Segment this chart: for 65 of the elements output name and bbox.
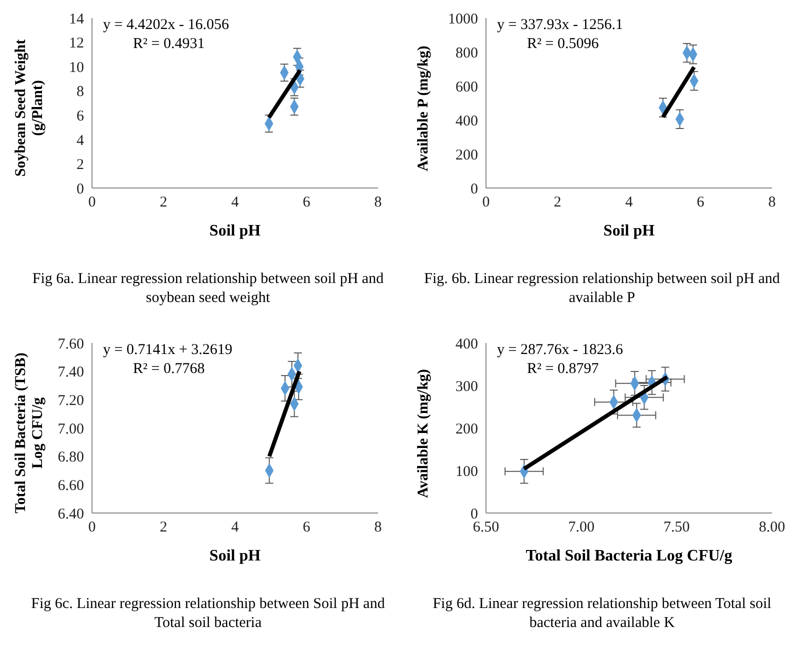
y-tick-label: 7.40 [58,364,84,381]
x-tick-label: 0 [88,520,96,536]
y-tick-label: 0 [76,181,84,198]
x-tick-label: 8 [374,194,382,211]
y-axis-title: Soybean Seed Weight (g/Plant) [13,38,47,179]
x-tick-label: 4 [231,520,240,536]
y-tick-label: 0 [470,181,478,198]
x-tick-label: 8 [768,194,776,211]
y-tick-label: 14 [69,11,84,28]
y-tick-label: 1000 [448,11,478,28]
y-tick-label: 6.80 [58,450,84,466]
x-tick-label: 6 [696,194,705,211]
y-tick-label: 800 [456,45,478,62]
y-tick-label: 7.20 [58,392,84,409]
y-tick-label: 2 [76,157,84,174]
annotation: y = 4.4202x - 16.056 [103,16,229,35]
x-tick-label: 2 [160,520,168,536]
x-tick-label: 0 [88,194,96,211]
y-tick-label: 100 [456,464,478,480]
x-tick-label: 0 [482,194,490,211]
x-tick-label: 4 [625,194,634,211]
y-tick-label: 7.00 [58,421,84,438]
y-tick-label: 400 [456,113,478,130]
y-tick-label: 6.40 [58,506,84,522]
y-tick-label: 12 [69,36,84,52]
y-axis-title: Available K (mg/kg) [416,368,432,500]
annotation: R² = 0.8797 [526,360,600,379]
x-axis-title: Total Soil Bacteria Log CFU/g [526,547,732,564]
y-tick-label: 7.60 [58,336,84,352]
y-tick-label: 6 [76,108,84,124]
annotation: R² = 0.5096 [526,35,600,54]
y-tick-label: 200 [456,147,478,164]
y-axis-title: Available P (mg/kg) [416,44,432,174]
x-tick-label: 8 [374,520,382,536]
x-axis-title: Soil pH [603,222,656,240]
y-tick-label: 300 [456,378,478,395]
y-tick-label: 4 [76,132,84,149]
y-tick-label: 10 [69,60,84,76]
annotation: R² = 0.7768 [132,360,206,379]
x-tick-label: 6.50 [472,520,500,536]
x-tick-label: 4 [231,194,240,211]
x-tick-label: 6 [302,520,311,536]
annotation: y = 287.76x - 1823.6 [497,341,623,360]
annotation: y = 0.7141x + 3.2619 [103,341,232,360]
y-tick-label: 0 [470,506,478,522]
text: Fig 6d. Linear regression relationship between Total soil bacteria and available K [432,595,772,633]
y-tick-label: 400 [456,336,478,352]
text: Fig. 6b. Linear regression relationship between soil pH and available P [423,270,781,308]
y-tick-label: 600 [456,79,478,96]
x-tick-label: 7.50 [664,520,690,536]
y-axis-title: Total Soil Bacteria (TSB) Log CFU/g [13,352,47,516]
text: Fig 6a. Linear regression relationship between soil pH and soybean seed weight [31,270,385,308]
x-tick-label: 6 [302,194,311,211]
annotation: R² = 0.4931 [132,35,206,54]
x-axis-title: Soil pH [209,547,262,564]
x-tick-label: 8.00 [758,520,786,536]
x-tick-label: 2 [554,194,562,211]
y-tick-label: 200 [456,421,478,438]
x-tick-label: 7.00 [568,520,594,536]
x-axis-title: Soil pH [209,222,262,240]
y-tick-label: 6.60 [58,478,84,494]
y-tick-label: 8 [76,84,84,100]
annotation: y = 337.93x - 1256.1 [497,16,623,35]
x-tick-label: 2 [160,194,168,211]
text: Fig 6c. Linear regression relationship between Soil pH and Total soil bacteria [30,595,386,633]
